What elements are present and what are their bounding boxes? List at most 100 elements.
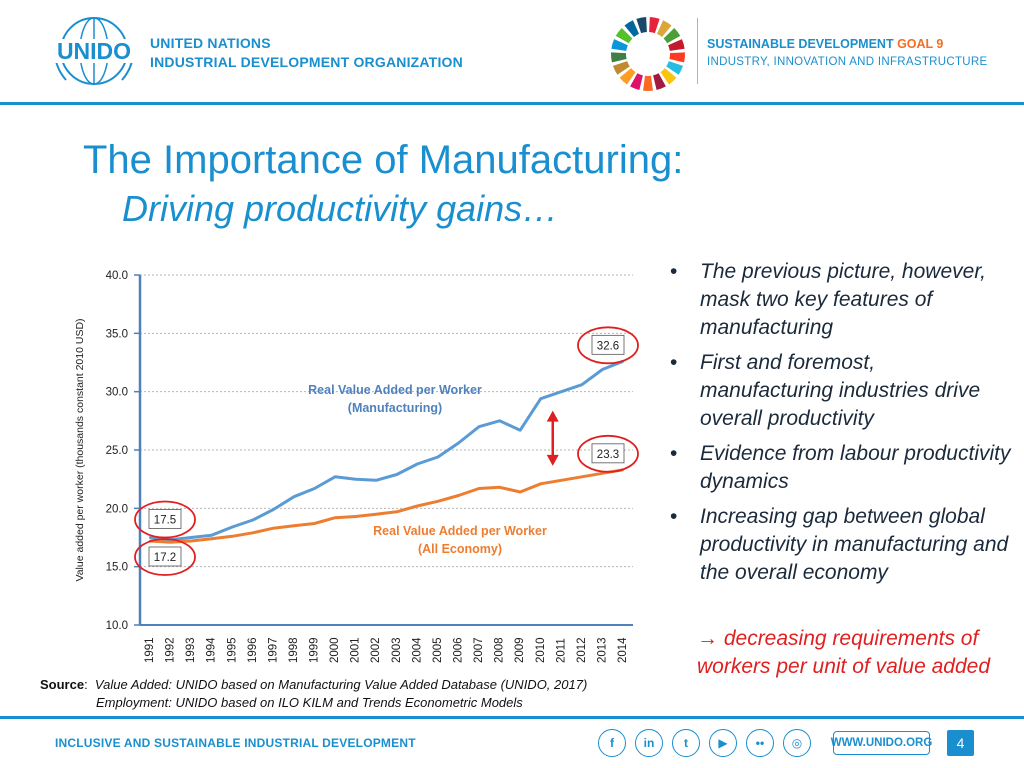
sdg-wheel-segment bbox=[653, 73, 666, 90]
bullet-symbol: • bbox=[670, 442, 678, 465]
data-point bbox=[292, 495, 296, 498]
x-tick-label: 2001 bbox=[350, 637, 362, 663]
sdg-wheel-segment bbox=[669, 52, 686, 63]
productivity-chart: 10.0 15.0 20.0 25.0 30.0 35.0 40.0 1991 1992 1993… bbox=[70, 262, 670, 674]
sdg-wheel-segment bbox=[636, 17, 647, 34]
data-point bbox=[272, 508, 275, 511]
bullet-item: • Evidence from labour productivity dynam… bbox=[668, 440, 1013, 496]
data-point bbox=[539, 397, 542, 400]
y-tick-label: 40.0 bbox=[106, 270, 128, 282]
x-tick-label: 1997 bbox=[267, 637, 279, 663]
data-point bbox=[457, 494, 460, 497]
x-tick-label: 2007 bbox=[473, 637, 485, 663]
series-line-all-economy bbox=[149, 468, 624, 544]
x-tick-label: 1996 bbox=[247, 637, 259, 663]
bullet-list: • The previous picture, however, mask two… bbox=[668, 258, 1013, 594]
sdg-subtitle: INDUSTRY, INNOVATION AND INFRASTRUCTURE bbox=[707, 56, 988, 68]
conclusion-text: → decreasing requirements of workers per… bbox=[697, 627, 991, 678]
instagram-icon[interactable]: ◎ bbox=[783, 729, 811, 757]
linkedin-icon[interactable]: in bbox=[635, 729, 663, 757]
gap-arrow-head bbox=[546, 410, 559, 422]
bullet-symbol: • bbox=[670, 260, 678, 283]
sdg-wheel-segment bbox=[630, 73, 643, 90]
data-point bbox=[457, 441, 460, 445]
highlight-circle bbox=[134, 538, 196, 576]
data-label-box bbox=[591, 443, 625, 464]
bullet-symbol: • bbox=[670, 505, 678, 528]
website-link[interactable]: WWW.UNIDO.ORG bbox=[831, 731, 932, 755]
twitter-icon[interactable]: t bbox=[672, 729, 700, 757]
data-label-box bbox=[591, 334, 625, 355]
x-tick-label: 2009 bbox=[514, 637, 526, 663]
data-point bbox=[210, 537, 213, 540]
footer-rule bbox=[0, 716, 1024, 719]
sdg-wheel-segment bbox=[643, 75, 653, 91]
data-point bbox=[498, 419, 501, 423]
data-point bbox=[189, 539, 193, 543]
series-label: (All Economy) bbox=[418, 542, 502, 556]
y-tick-label: 25.0 bbox=[106, 445, 128, 457]
x-tick-label: 2012 bbox=[576, 637, 588, 663]
sdg-wheel-icon bbox=[610, 17, 686, 91]
data-point bbox=[333, 516, 337, 519]
sdg-wheel-segment bbox=[668, 39, 685, 51]
x-tick-label: 1994 bbox=[206, 637, 218, 663]
data-point bbox=[601, 368, 604, 371]
data-label-box bbox=[148, 546, 182, 567]
series-label: Real Value Added per Worker bbox=[308, 383, 482, 397]
data-point bbox=[477, 425, 481, 428]
sdg-title: SUSTAINABLE DEVELOPMENT bbox=[707, 37, 894, 51]
sdg-wheel-segment bbox=[615, 27, 633, 44]
data-point bbox=[395, 510, 398, 514]
data-point bbox=[416, 462, 419, 466]
data-point bbox=[169, 540, 172, 544]
sdg-wheel-segment bbox=[660, 68, 677, 85]
data-point bbox=[292, 524, 296, 528]
highlight-circle bbox=[577, 434, 639, 473]
data-point bbox=[601, 472, 604, 475]
series-label: (Manufacturing) bbox=[348, 401, 442, 415]
data-point bbox=[148, 536, 152, 539]
line-chart: 10.0 15.0 20.0 25.0 30.0 35.0 40.0 1991 1992 1993… bbox=[74, 270, 639, 663]
header-divider bbox=[697, 18, 698, 84]
y-tick-label: 35.0 bbox=[106, 328, 128, 340]
bullet-item: • Increasing gap between global productiv… bbox=[668, 503, 1013, 587]
unido-logo: UNIDO bbox=[52, 17, 136, 85]
gap-arrow-head bbox=[546, 454, 559, 466]
data-point bbox=[395, 473, 398, 476]
data-point bbox=[210, 533, 213, 537]
bullet-item: • First and foremost, manufacturing indus… bbox=[668, 349, 1013, 433]
source-note: Source: Value Added: UNIDO based on Manu… bbox=[40, 677, 588, 710]
data-point bbox=[416, 504, 419, 508]
logo-text: UNIDO bbox=[57, 38, 131, 64]
x-tick-label: 2014 bbox=[617, 637, 629, 663]
data-point bbox=[498, 486, 501, 489]
data-point bbox=[560, 390, 563, 393]
facebook-icon[interactable]: f bbox=[598, 729, 626, 757]
youtube-icon[interactable]: ▶ bbox=[709, 729, 737, 757]
data-point bbox=[539, 482, 542, 486]
sdg-wheel-segment bbox=[649, 17, 660, 34]
sdg-wheel-segment bbox=[666, 61, 684, 75]
data-point bbox=[518, 490, 522, 494]
x-tick-label: 2006 bbox=[453, 637, 465, 663]
data-point bbox=[436, 500, 440, 503]
sdg-wheel-segment bbox=[663, 27, 681, 44]
x-tick-label: 1993 bbox=[185, 637, 197, 663]
data-point bbox=[189, 536, 193, 539]
page-number: 4 bbox=[947, 730, 974, 756]
x-tick-label: 2010 bbox=[535, 637, 547, 663]
y-tick-label: 10.0 bbox=[106, 620, 128, 632]
x-tick-label: 2000 bbox=[329, 637, 341, 663]
data-point bbox=[580, 475, 584, 479]
flickr-icon[interactable]: •• bbox=[746, 729, 774, 757]
data-label: 17.2 bbox=[154, 552, 176, 564]
footer-tagline: INCLUSIVE AND SUSTAINABLE INDUSTRIAL DEV… bbox=[55, 736, 416, 750]
x-tick-label: 2013 bbox=[596, 637, 608, 663]
data-point bbox=[580, 383, 584, 386]
data-point bbox=[231, 525, 234, 529]
data-point bbox=[436, 455, 440, 459]
data-point bbox=[272, 526, 275, 530]
x-tick-label: 1995 bbox=[226, 637, 238, 663]
social-links: f in t ▶ •• ◎ bbox=[598, 729, 811, 757]
